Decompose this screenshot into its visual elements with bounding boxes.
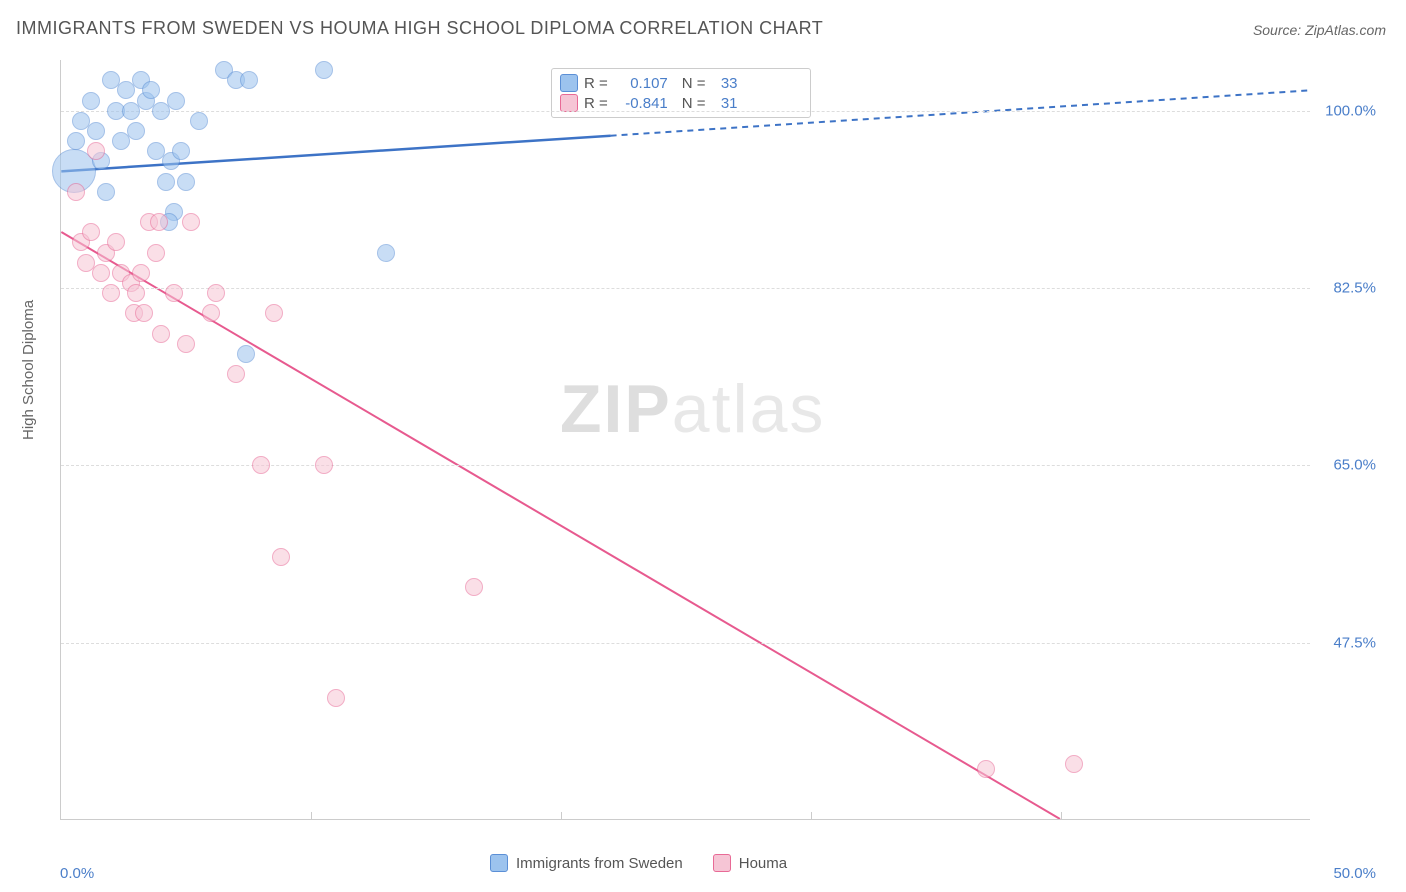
y-tick-label: 47.5% [1333, 634, 1376, 651]
x-tick-mark [811, 812, 812, 820]
r-value: -0.841 [614, 95, 668, 112]
scatter-point [265, 304, 283, 322]
n-value: 31 [712, 95, 738, 112]
scatter-point [465, 578, 483, 596]
scatter-point [127, 284, 145, 302]
scatter-point [190, 112, 208, 130]
scatter-plot: R = 0.107 N = 33 R = -0.841 N = 31 [60, 60, 1310, 820]
scatter-point [132, 264, 150, 282]
scatter-point [107, 233, 125, 251]
x-tick-end: 50.0% [1333, 865, 1376, 882]
scatter-point [135, 304, 153, 322]
series-legend: Immigrants from Sweden Houma [490, 854, 787, 872]
n-label: N = [682, 95, 706, 112]
n-label: N = [682, 75, 706, 92]
scatter-point [202, 304, 220, 322]
scatter-point [127, 122, 145, 140]
scatter-point [240, 71, 258, 89]
scatter-point [977, 760, 995, 778]
scatter-point [207, 284, 225, 302]
scatter-point [87, 142, 105, 160]
scatter-point [172, 142, 190, 160]
x-tick-mark [1061, 812, 1062, 820]
r-label: R = [584, 75, 608, 92]
scatter-point [102, 284, 120, 302]
scatter-point [237, 345, 255, 363]
scatter-point [97, 183, 115, 201]
n-value: 33 [712, 75, 738, 92]
y-tick-label: 65.0% [1333, 457, 1376, 474]
legend-label: Immigrants from Sweden [516, 855, 683, 872]
scatter-point [82, 92, 100, 110]
legend-row: R = 0.107 N = 33 [560, 73, 802, 93]
y-axis-label: High School Diploma [20, 300, 37, 440]
scatter-point [315, 456, 333, 474]
r-value: 0.107 [614, 75, 668, 92]
gridline-h [61, 643, 1310, 644]
legend-swatch [490, 854, 508, 872]
scatter-point [177, 335, 195, 353]
scatter-point [150, 213, 168, 231]
scatter-point [327, 689, 345, 707]
r-label: R = [584, 95, 608, 112]
scatter-point [87, 122, 105, 140]
scatter-point [67, 132, 85, 150]
scatter-point [167, 92, 185, 110]
scatter-point [1065, 755, 1083, 773]
chart-title: IMMIGRANTS FROM SWEDEN VS HOUMA HIGH SCH… [16, 18, 823, 39]
scatter-point [82, 223, 100, 241]
source-label: Source: [1253, 22, 1305, 38]
legend-swatch [560, 94, 578, 112]
scatter-point [177, 173, 195, 191]
source-credit: Source: ZipAtlas.com [1253, 22, 1386, 38]
gridline-h [61, 288, 1310, 289]
x-tick-start: 0.0% [60, 865, 94, 882]
legend-swatch [560, 74, 578, 92]
gridline-h [61, 465, 1310, 466]
scatter-point [227, 365, 245, 383]
x-tick-mark [561, 812, 562, 820]
scatter-point [157, 173, 175, 191]
legend-item: Houma [713, 854, 787, 872]
y-tick-label: 100.0% [1325, 102, 1376, 119]
scatter-point [315, 61, 333, 79]
scatter-point [182, 213, 200, 231]
legend-swatch [713, 854, 731, 872]
scatter-point [92, 264, 110, 282]
legend-label: Houma [739, 855, 787, 872]
scatter-point [252, 456, 270, 474]
trend-lines [61, 60, 1310, 819]
gridline-h [61, 111, 1310, 112]
legend-item: Immigrants from Sweden [490, 854, 683, 872]
scatter-point [147, 244, 165, 262]
x-tick-mark [311, 812, 312, 820]
scatter-point [165, 284, 183, 302]
scatter-point [377, 244, 395, 262]
scatter-point [67, 183, 85, 201]
scatter-point [142, 81, 160, 99]
y-tick-label: 82.5% [1333, 280, 1376, 297]
source-name: ZipAtlas.com [1305, 22, 1386, 38]
scatter-point [152, 325, 170, 343]
scatter-point [272, 548, 290, 566]
